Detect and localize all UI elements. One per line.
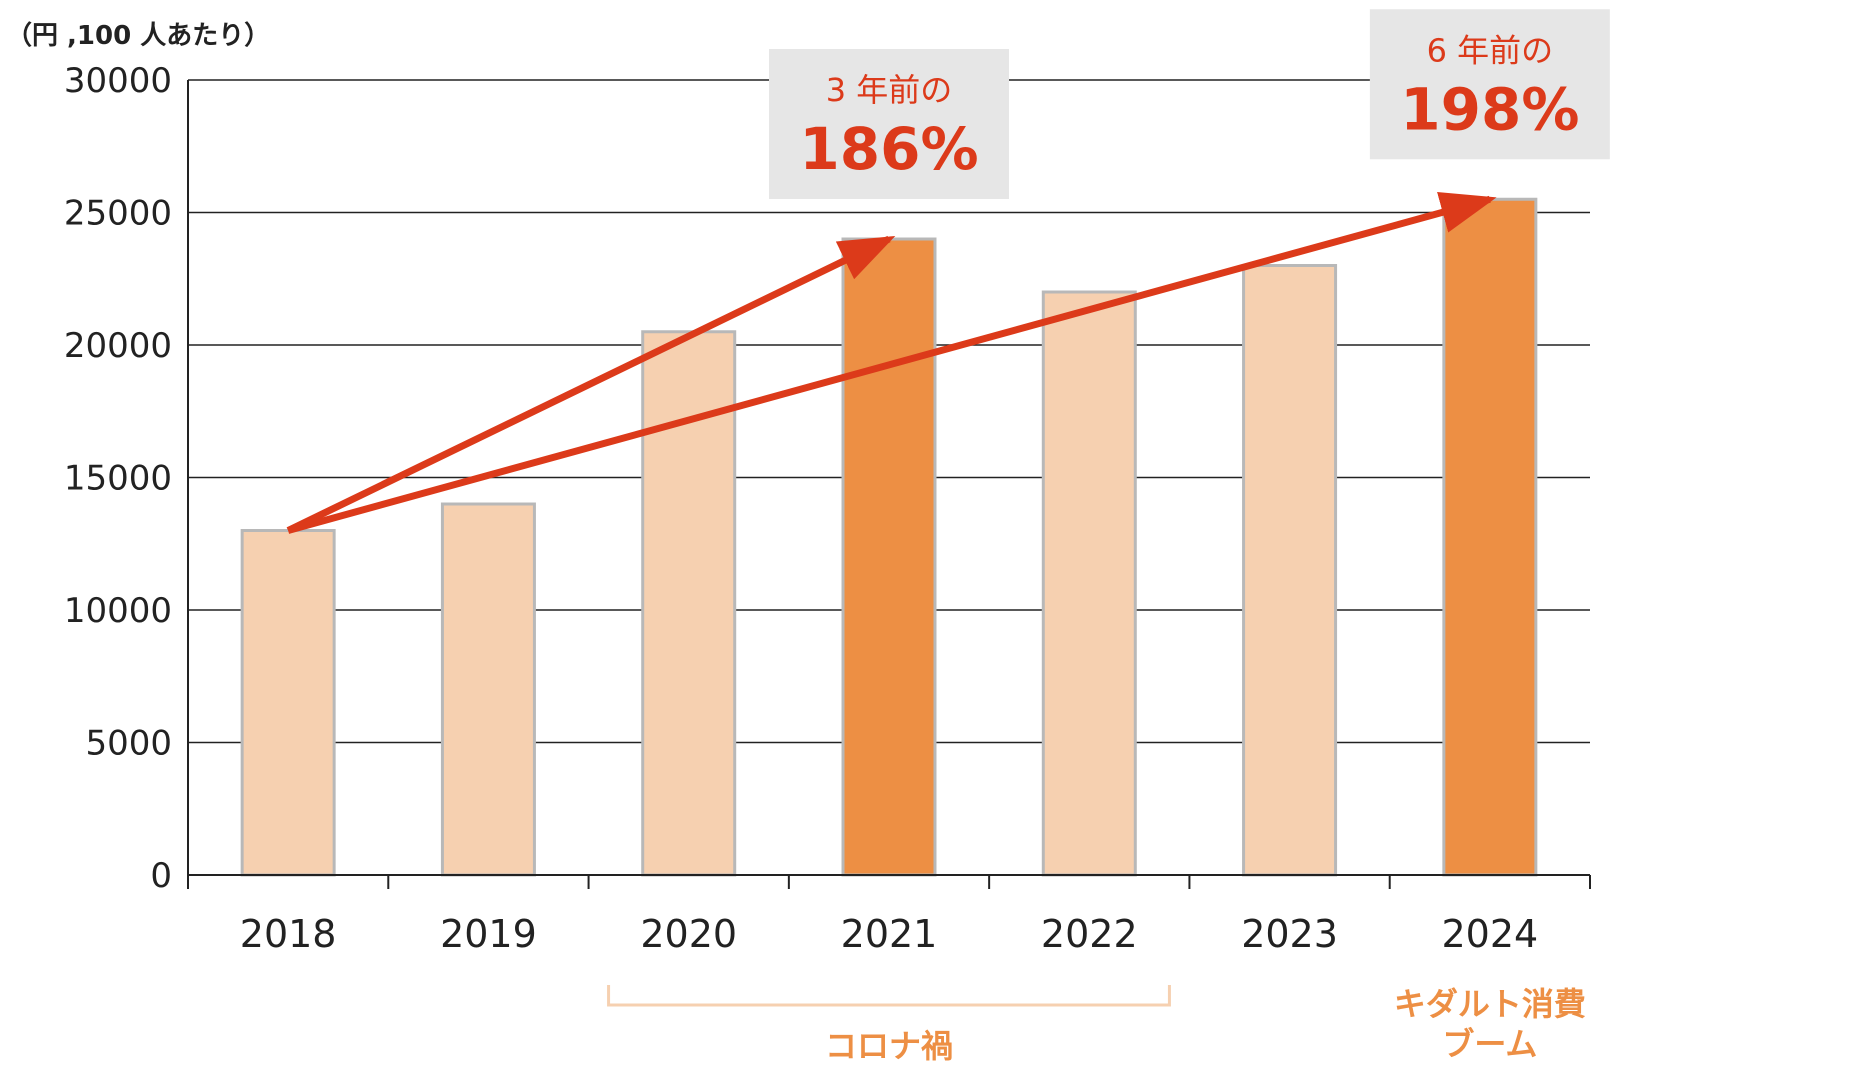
y-tick-label-30000: 30000 xyxy=(64,61,172,101)
y-tick-label-20000: 20000 xyxy=(64,326,172,366)
bar-2023 xyxy=(1242,264,1338,877)
axes xyxy=(187,80,1591,889)
x-tick-label-2022: 2022 xyxy=(1041,912,1138,956)
x-tick-label-2023: 2023 xyxy=(1241,912,1338,956)
x-tick-label-2020: 2020 xyxy=(640,912,737,956)
period-label-1-0: キダルト消費 xyxy=(1394,985,1586,1023)
period-bracket-0 xyxy=(607,985,1171,1007)
y-tick-label-10000: 10000 xyxy=(64,591,172,631)
bar-2019 xyxy=(440,502,536,877)
unit-label: （円 ,100 人あたり） xyxy=(6,21,270,51)
x-tick-label-2019: 2019 xyxy=(440,912,537,956)
period-label-1-1: ブーム xyxy=(1442,1025,1537,1063)
y-tick-label-15000: 15000 xyxy=(64,459,172,499)
callout-2021: 3 年前の 186% xyxy=(769,49,1009,199)
bar-2024 xyxy=(1442,197,1538,877)
period-0: コロナ禍 xyxy=(607,985,1171,1065)
growth-arrow-2018-2024 xyxy=(287,192,1497,534)
callout-2024: 6 年前の 198% xyxy=(1369,9,1610,160)
bar-2021 xyxy=(841,237,937,877)
callout-text-line2-2021: 186% xyxy=(799,115,978,183)
y-tick-labels: 0 5000 10000 15000 20000 25000 30000 xyxy=(64,61,172,896)
callout-box-2021 xyxy=(769,49,1009,199)
y-tick-label-0: 0 xyxy=(150,856,172,896)
bar-2018 xyxy=(240,529,336,877)
period-label-0-0: コロナ禍 xyxy=(825,1027,953,1065)
callout-box-2024 xyxy=(1369,9,1610,160)
growth-arrow-2018-2021 xyxy=(286,235,896,534)
callout-text-line2-2024: 198% xyxy=(1400,75,1579,143)
growth-arrows xyxy=(286,192,1497,534)
callouts: 3 年前の 186% 6 年前の 198% xyxy=(769,9,1610,199)
bar-2022 xyxy=(1041,290,1137,877)
bars xyxy=(240,197,1538,877)
y-tick-label-5000: 5000 xyxy=(85,724,172,764)
y-tick-label-25000: 25000 xyxy=(64,194,172,234)
x-tick-label-2021: 2021 xyxy=(841,912,938,956)
x-tick-label-2024: 2024 xyxy=(1441,912,1538,956)
x-tick-label-2018: 2018 xyxy=(240,912,337,956)
callout-text-line1-2021: 3 年前の xyxy=(826,71,953,109)
callout-text-line1-2024: 6 年前の xyxy=(1427,31,1554,69)
x-tick-labels: 2018 2019 2020 2021 2022 2023 2024 xyxy=(240,912,1538,956)
